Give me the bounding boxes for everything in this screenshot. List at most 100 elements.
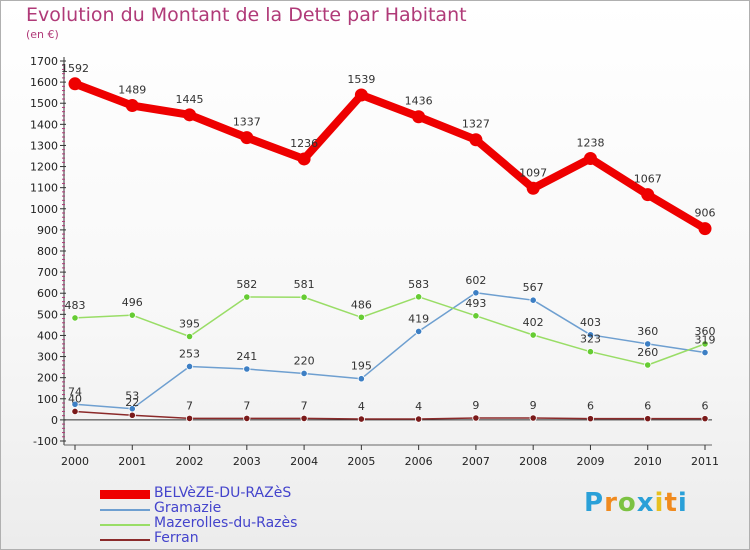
series-point-1 (71, 400, 79, 408)
data-label-3: 4 (415, 400, 422, 413)
series-point-2 (472, 312, 480, 320)
legend-label-belveze: BELVèZE-DU-RAZèS (154, 485, 292, 501)
series-point-2 (644, 361, 652, 369)
series-point-1 (128, 405, 136, 413)
data-label-3: 9 (530, 399, 537, 412)
y-tick-label: 1100 (30, 182, 58, 195)
y-tick-label: -100 (33, 435, 58, 448)
series-point-2 (586, 348, 595, 356)
data-label-0: 1238 (576, 137, 604, 150)
logo-letter: r (604, 488, 618, 518)
y-tick-label: 600 (37, 287, 58, 300)
y-tick-label: 200 (37, 372, 58, 385)
series-point-2 (701, 340, 709, 348)
y-tick-label: 1300 (30, 139, 58, 152)
y-tick-label: 400 (37, 329, 58, 342)
data-label-2: 260 (637, 346, 658, 359)
data-label-1: 319 (695, 334, 716, 347)
y-tick-label: 1400 (30, 118, 58, 131)
data-label-0: 1327 (462, 118, 490, 131)
legend-swatch-belveze (100, 490, 150, 499)
x-tick-label: 2002 (176, 455, 204, 468)
data-label-0: 1337 (233, 116, 261, 129)
series-line-0 (71, 79, 709, 233)
data-label-0: 1097 (519, 166, 547, 179)
series-point-0 (354, 88, 368, 102)
series-point-3 (472, 414, 480, 422)
x-tick-label: 2005 (347, 455, 375, 468)
legend-label-mazerolles: Mazerolles-du-Razès (154, 515, 298, 531)
series-point-1 (586, 331, 595, 339)
legend-swatch-ferran (100, 539, 150, 541)
data-label-2: 493 (465, 297, 486, 310)
y-tick-label: 500 (37, 308, 58, 321)
data-label-2: 395 (179, 318, 200, 331)
series-point-0 (412, 110, 426, 124)
logo-letter: o (617, 488, 637, 518)
data-label-1: 253 (179, 347, 200, 360)
series-point-2 (357, 313, 365, 321)
data-label-1: 602 (465, 274, 486, 287)
data-label-3: 6 (702, 400, 709, 413)
series-point-0 (240, 131, 254, 145)
data-label-1: 419 (408, 312, 429, 325)
data-label-3: 4 (358, 400, 365, 413)
data-label-1: 74 (68, 385, 82, 398)
data-label-2: 360 (695, 325, 716, 338)
series-point-1 (529, 296, 537, 304)
x-tick-label: 2000 (61, 455, 89, 468)
logo-letter: x (636, 488, 655, 518)
series-point-3 (71, 407, 79, 416)
series-point-2 (185, 332, 194, 341)
series-point-1 (472, 289, 480, 297)
x-tick-label: 2006 (405, 455, 433, 468)
series-point-2 (128, 311, 136, 319)
series-line-1 (74, 292, 706, 410)
data-label-0: 1236 (290, 137, 318, 150)
series-point-0 (698, 222, 712, 236)
series-point-3 (128, 411, 136, 419)
series-point-0 (68, 77, 82, 91)
data-label-0: 1489 (118, 84, 146, 97)
series-point-3 (644, 415, 652, 423)
series-point-3 (185, 414, 194, 423)
logo-letter: t (664, 488, 678, 518)
series-point-0 (125, 99, 139, 113)
logo-letter: i (654, 488, 665, 518)
series-point-0 (297, 152, 311, 166)
series-point-0 (526, 181, 540, 195)
data-label-3: 7 (186, 399, 193, 412)
data-label-1: 567 (523, 281, 544, 294)
data-label-3: 6 (644, 400, 651, 413)
series-point-2 (243, 293, 251, 301)
series-point-1 (644, 340, 652, 348)
data-label-2: 483 (65, 299, 86, 312)
x-tick-label: 2004 (290, 455, 318, 468)
data-label-2: 582 (236, 278, 257, 291)
series-point-1 (185, 362, 194, 371)
chart-subtitle: (en €) (26, 28, 59, 41)
y-tick-label: 1500 (30, 97, 58, 110)
series-point-0 (183, 108, 197, 122)
data-label-2: 323 (580, 333, 601, 346)
y-tick-label: 300 (37, 351, 58, 364)
data-label-1: 220 (294, 354, 315, 367)
y-tick-label: 700 (37, 266, 58, 279)
x-tick-label: 2009 (576, 455, 604, 468)
series-point-2 (71, 314, 79, 322)
series-point-3 (701, 415, 709, 423)
series-point-3 (586, 415, 595, 423)
series-point-1 (701, 348, 709, 357)
data-label-3: 9 (472, 399, 479, 412)
legend-label-gramazie: Gramazie (154, 500, 222, 516)
legend-swatch-mazerolles (100, 524, 150, 526)
series-point-2 (529, 331, 537, 339)
data-label-3: 22 (125, 396, 139, 409)
series-point-0 (469, 133, 483, 147)
x-tick-label: 2001 (118, 455, 146, 468)
series-point-2 (415, 293, 423, 301)
data-label-3: 40 (68, 392, 82, 405)
series-point-3 (243, 414, 251, 423)
proxiti-logo: Proxiti (584, 488, 688, 518)
